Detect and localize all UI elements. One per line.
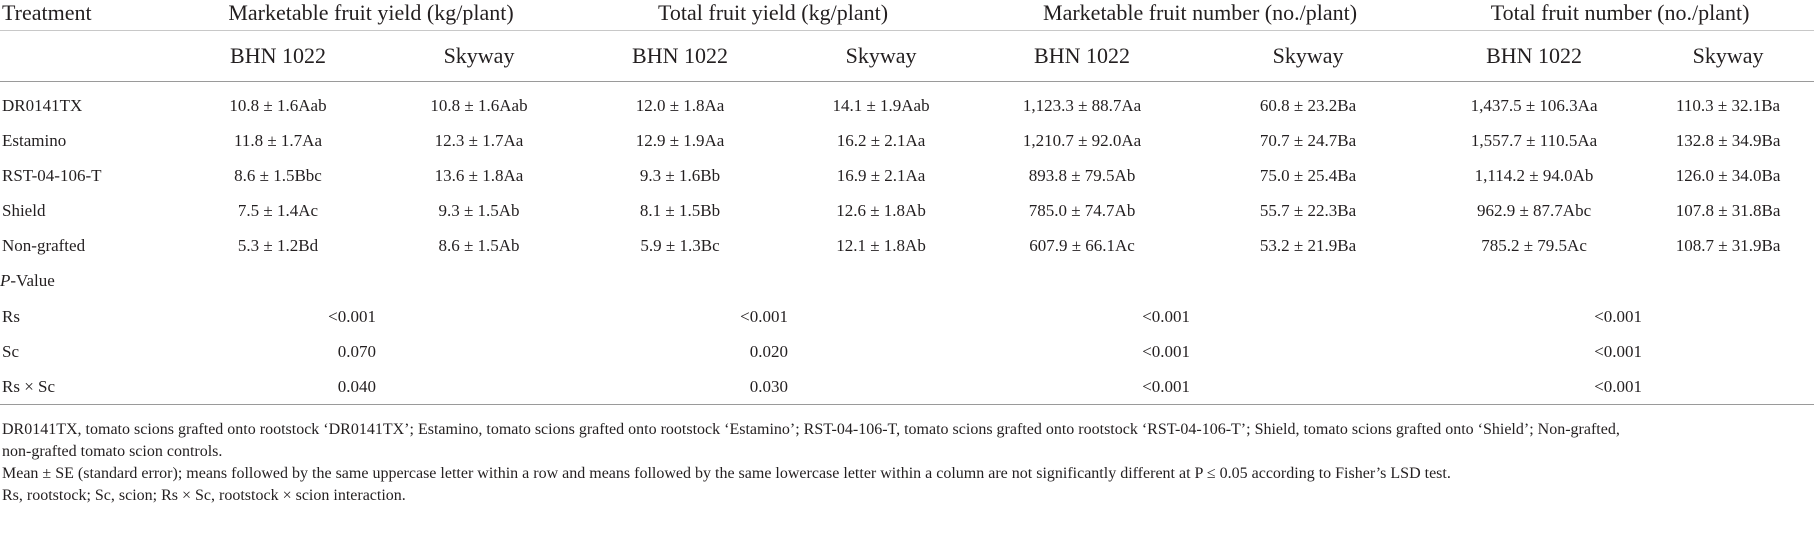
- table-cell: 785.0 ± 74.7Ab: [1028, 200, 1136, 220]
- table-cell: 1,210.7 ± 92.0Aa: [1022, 130, 1142, 150]
- treatment-name: Estamino: [2, 130, 67, 150]
- pvalue-cell: 0.070: [337, 341, 376, 361]
- footnote: DR0141TX, tomato scions grafted onto roo…: [2, 421, 1620, 438]
- treatment-header: Treatment: [2, 0, 92, 25]
- table-cell: 12.3 ± 1.7Aa: [434, 130, 524, 150]
- pvalue-heading: P-Value: [0, 263, 1814, 299]
- cultivar-header: Skyway: [386, 30, 573, 82]
- table-cell: 5.3 ± 1.2Bd: [237, 235, 319, 255]
- table-cell: 16.2 ± 2.1Aa: [836, 130, 926, 150]
- pvalue-cell: <0.001: [1142, 306, 1191, 326]
- table-cell: 1,123.3 ± 88.7Aa: [1022, 95, 1142, 115]
- table-row: RST-04-106-T 8.6 ± 1.5Bbc 13.6 ± 1.8Aa 9…: [0, 158, 1814, 193]
- table-cell: 12.1 ± 1.8Ab: [836, 235, 926, 255]
- treatment-name: RST-04-106-T: [2, 165, 102, 185]
- table-cell: 5.9 ± 1.3Bc: [640, 235, 720, 255]
- table-cell: 126.0 ± 34.0Ba: [1675, 165, 1781, 185]
- table-row: DR0141TX 10.8 ± 1.6Aab 10.8 ± 1.6Aab 12.…: [0, 82, 1814, 124]
- table-cell: 9.3 ± 1.5Ab: [438, 200, 520, 220]
- table-cell: 8.1 ± 1.5Bb: [639, 200, 721, 220]
- group-header: Total fruit yield (kg/plant): [658, 0, 889, 25]
- table-cell: 7.5 ± 1.4Ac: [237, 200, 319, 220]
- table-cell: 1,437.5 ± 106.3Aa: [1470, 95, 1598, 115]
- pvalue-cell: <0.001: [1426, 369, 1643, 405]
- group-header: Marketable fruit yield (kg/plant): [228, 0, 514, 25]
- table-cell: 12.6 ± 1.8Ab: [836, 200, 926, 220]
- table-row: Estamino 11.8 ± 1.7Aa 12.3 ± 1.7Aa 12.9 …: [0, 123, 1814, 158]
- results-table: Treatment Marketable fruit yield (kg/pla…: [0, 0, 1814, 405]
- table-cell: 110.3 ± 32.1Ba: [1676, 95, 1781, 115]
- footnote: Rs, rootstock; Sc, scion; Rs × Sc, roots…: [2, 487, 406, 504]
- treatment-name: Non-grafted: [2, 235, 86, 255]
- pvalue-rest: -Value: [10, 271, 55, 290]
- pvalue-row: Rs <0.001 <0.001 <0.001 <0.001: [0, 299, 1814, 334]
- pvalue-cell: <0.001: [1142, 341, 1191, 361]
- cultivar-header: BHN 1022: [572, 30, 789, 82]
- pvalue-p: P: [0, 271, 11, 290]
- pvalue-row: Sc 0.070 0.020 <0.001 <0.001: [0, 334, 1814, 369]
- table-cell: 16.9 ± 2.1Aa: [836, 165, 926, 185]
- cultivar-header: BHN 1022: [170, 30, 386, 82]
- table-footnotes: DR0141TX, tomato scions grafted onto roo…: [0, 419, 1814, 507]
- pvalue-cell: <0.001: [740, 306, 789, 326]
- cultivar-header: BHN 1022: [1426, 30, 1643, 82]
- table-cell: 962.9 ± 87.7Abc: [1476, 200, 1592, 220]
- pvalue-cell: <0.001: [974, 369, 1191, 405]
- table-cell: 10.8 ± 1.6Aab: [229, 95, 327, 115]
- group-header: Marketable fruit number (no./plant): [1043, 0, 1358, 25]
- pvalue-factor: Rs × Sc: [0, 369, 170, 405]
- pvalue-cell: <0.001: [1594, 306, 1643, 326]
- table-cell: 607.9 ± 66.1Ac: [1029, 235, 1135, 255]
- header-spacer: [0, 30, 170, 82]
- table-cell: 10.8 ± 1.6Aab: [430, 95, 528, 115]
- pvalue-cell: <0.001: [1594, 341, 1643, 361]
- table-cell: 108.7 ± 31.9Ba: [1675, 235, 1781, 255]
- table-cell: 13.6 ± 1.8Aa: [434, 165, 524, 185]
- table-cell: 8.6 ± 1.5Bbc: [234, 165, 322, 185]
- pvalue-cell: 0.040: [170, 369, 386, 405]
- pvalue-cell: 0.020: [749, 341, 789, 361]
- pvalue-heading-row: P-Value: [0, 263, 1814, 299]
- group-header: Total fruit number (no./plant): [1490, 0, 1750, 25]
- cultivar-header: Skyway: [1190, 30, 1427, 82]
- pvalue-row: Rs × Sc 0.040 0.030 <0.001 <0.001: [0, 369, 1814, 405]
- cultivar-header: Skyway: [1642, 30, 1814, 82]
- cultivar-header: BHN 1022: [974, 30, 1191, 82]
- table-cell: 132.8 ± 34.9Ba: [1675, 130, 1781, 150]
- pvalue-cell: <0.001: [328, 306, 376, 326]
- table-cell: 12.0 ± 1.8Aa: [635, 95, 725, 115]
- table-cell: 893.8 ± 79.5Ab: [1028, 165, 1136, 185]
- table-cell: 107.8 ± 31.8Ba: [1675, 200, 1781, 220]
- treatment-name: Shield: [2, 200, 46, 220]
- table-cell: 53.2 ± 21.9Ba: [1259, 235, 1357, 255]
- table-cell: 9.3 ± 1.6Bb: [639, 165, 721, 185]
- table-cell: 1,557.7 ± 110.5Aa: [1470, 130, 1598, 150]
- table-cell: 785.2 ± 79.5Ac: [1481, 235, 1587, 255]
- table-cell: 12.9 ± 1.9Aa: [635, 130, 725, 150]
- pvalue-cell: 0.030: [572, 369, 789, 405]
- table-cell: 75.0 ± 25.4Ba: [1259, 165, 1357, 185]
- treatment-name: DR0141TX: [2, 95, 83, 115]
- table-cell: 55.7 ± 22.3Ba: [1259, 200, 1357, 220]
- pvalue-factor: Rs: [2, 306, 20, 326]
- table-cell: 8.6 ± 1.5Ab: [438, 235, 520, 255]
- pvalue-factor: Sc: [2, 341, 19, 361]
- footnote: Mean ± SE (standard error); means follow…: [2, 465, 1451, 482]
- table-cell: 11.8 ± 1.7Aa: [233, 130, 323, 150]
- header-row-groups: Treatment Marketable fruit yield (kg/pla…: [0, 0, 1814, 31]
- table-cell: 14.1 ± 1.9Aab: [832, 95, 930, 115]
- header-row-cultivars: BHN 1022 Skyway BHN 1022 Skyway BHN 1022…: [0, 30, 1814, 82]
- table-row: Non-grafted 5.3 ± 1.2Bd 8.6 ± 1.5Ab 5.9 …: [0, 228, 1814, 263]
- cultivar-header: Skyway: [788, 30, 975, 82]
- table-cell: 70.7 ± 24.7Ba: [1259, 130, 1357, 150]
- table-row: Shield 7.5 ± 1.4Ac 9.3 ± 1.5Ab 8.1 ± 1.5…: [0, 193, 1814, 228]
- table-cell: 1,114.2 ± 94.0Ab: [1474, 165, 1594, 185]
- table-cell: 60.8 ± 23.2Ba: [1259, 95, 1357, 115]
- footnote: non-grafted tomato scion controls.: [2, 443, 223, 460]
